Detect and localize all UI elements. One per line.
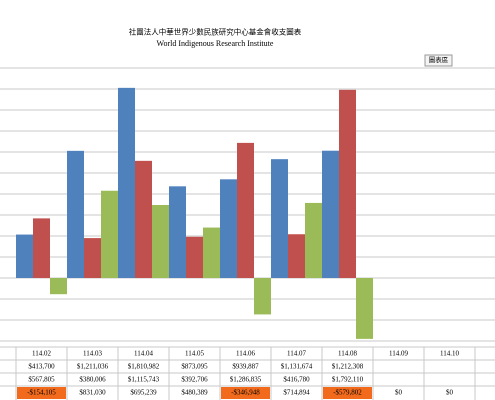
column-header: 114.05 [185,350,204,358]
bar [84,238,101,278]
table-cell: $939,887 [232,363,259,371]
table-cell: $413,700 [28,363,55,371]
bar [152,204,169,278]
bar [101,190,118,278]
table-cell: $1,212,308 [332,363,364,371]
chart-subtitle: World Indigenous Research Institute [157,39,274,48]
table-cell: $873,095 [181,363,208,371]
table-cell: $1,792,110 [332,376,364,384]
bar [220,179,237,278]
bar [16,234,33,278]
bar [118,87,135,278]
bar [203,227,220,278]
bar [305,202,322,278]
negative-cell [221,387,270,399]
table-cell: $714,894 [283,389,310,397]
table-cell: $1,131,674 [281,363,313,371]
column-header: 114.10 [440,350,459,358]
button-frame[interactable] [424,54,453,67]
table-cell: $695,239 [130,389,157,397]
bar [322,150,339,278]
negative-cell [323,387,372,399]
table-cell: $0 [395,389,403,397]
negative-cell [17,387,66,399]
chart-title: 社團法人中華世界少數民族研究中心基金會收支圖表 [129,27,302,37]
bar [169,186,186,278]
bar [339,89,356,278]
table-cell: $392,706 [181,376,208,384]
bar [186,236,203,278]
bar [67,150,84,278]
button[interactable]: 圖表區 [429,55,449,64]
column-header: 114.02 [32,350,51,358]
table-cell: -$579,802 [333,389,362,397]
table-cell: -$154,105 [27,389,56,397]
table-cell: $380,006 [79,376,106,384]
bar [271,159,288,278]
column-header: 114.07 [287,350,306,358]
table-cell: -$346,948 [231,389,260,397]
table-cell: $0 [446,389,454,397]
bar [50,278,67,295]
column-header: 114.04 [134,350,153,358]
bar [254,278,271,315]
table-cell: $567,805 [28,376,55,384]
table-cell: $1,286,835 [230,376,262,384]
bar [356,278,373,339]
bar [237,142,254,278]
column-header: 114.03 [83,350,102,358]
table-cell: $1,211,036 [77,363,109,371]
bar [288,234,305,278]
table-cell: $416,780 [283,376,310,384]
bar [135,160,152,278]
table-cell: $480,389 [181,389,208,397]
table-cell: $831,030 [79,389,106,397]
column-header: 114.06 [236,350,255,358]
table-cell: $1,115,743 [128,376,160,384]
column-header: 114.09 [389,350,408,358]
bar [33,218,50,278]
table-cell: $1,810,982 [128,363,160,371]
column-header: 114.08 [338,350,357,358]
